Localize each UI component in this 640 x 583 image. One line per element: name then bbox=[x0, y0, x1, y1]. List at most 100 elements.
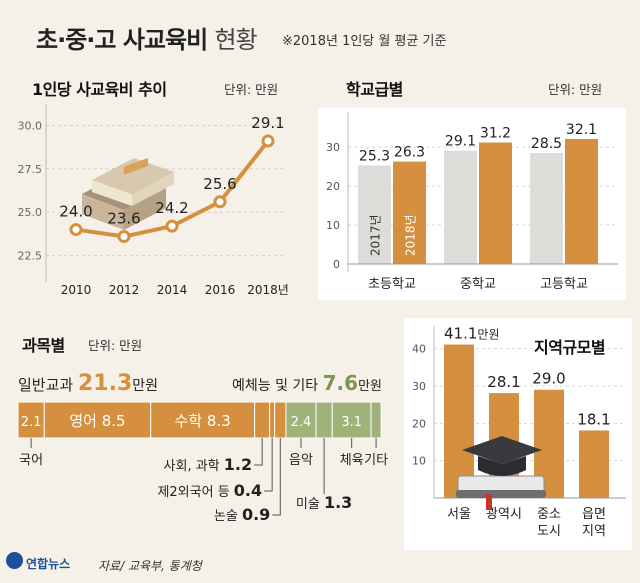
region-category-label: 지역 bbox=[582, 524, 606, 539]
subject-chart: 일반교과 21.3만원 예체능 및 기타 7.6만원 2.1 국어 영어 8.5 수학 8… bbox=[17, 371, 388, 524]
subject-callout-label: 국어 bbox=[19, 453, 43, 468]
region-category-label: 서울 bbox=[447, 507, 471, 522]
school-bar bbox=[444, 150, 477, 264]
subject-segment bbox=[150, 401, 256, 439]
school-panel: 학교급별 단위: 만원 30 20 10 0 25.3 2017년 26.3 2018년 초등학… bbox=[318, 68, 626, 308]
school-value-label: 25.3 bbox=[359, 148, 390, 164]
subject-callout-line bbox=[254, 438, 263, 466]
school-bar bbox=[565, 138, 598, 264]
title-note: ※2018년 1인당 월 평균 기준 bbox=[282, 34, 447, 49]
subject-panel: 과목별 단위: 만원 일반교과 21.3만원 예체능 및 기타 7.6만원 2.1 국… bbox=[0, 326, 400, 546]
trend-xtick-label: 2018년 bbox=[247, 283, 289, 297]
trend-value-label: 29.1 bbox=[251, 114, 284, 132]
region-category-label: 도시 bbox=[537, 524, 561, 539]
trend-title: 1인당 사교육비 추이 bbox=[32, 80, 167, 99]
cap-board-shape bbox=[462, 436, 542, 464]
subject-segment bbox=[269, 401, 276, 439]
graduation-cap-icon bbox=[456, 436, 546, 510]
school-series-label: 2017년 bbox=[369, 214, 383, 256]
trend-ytick-label: 25.0 bbox=[18, 206, 43, 219]
school-value-label: 26.3 bbox=[394, 145, 425, 161]
school-unit: 단위: 만원 bbox=[548, 82, 603, 97]
subject-group2-label: 예체능 및 기타 7.6만원 bbox=[232, 371, 382, 395]
school-title: 학교급별 bbox=[346, 80, 403, 99]
subject-callout-label: 미술 1.3 bbox=[296, 493, 352, 512]
subject-callout-label: 음악 bbox=[289, 453, 313, 468]
region-category-label: 읍면 bbox=[582, 507, 606, 522]
subject-segment bbox=[315, 401, 333, 439]
title-main: 초·중·고 사교육비 bbox=[36, 26, 208, 54]
trend-value-label: 24.2 bbox=[155, 199, 188, 217]
subject-segment bbox=[17, 401, 45, 439]
subject-segment-label: 3.1 bbox=[341, 415, 362, 430]
trend-value-label: 23.6 bbox=[107, 210, 140, 228]
subject-callout-label: 제2외국어 등 0.4 bbox=[157, 481, 262, 500]
cap-crown-shape bbox=[478, 456, 526, 476]
subject-segment bbox=[274, 401, 287, 439]
subject-callout-label: 기타 bbox=[364, 453, 388, 468]
school-ytick-label: 30 bbox=[326, 141, 340, 154]
region-value-label: 29.0 bbox=[532, 370, 565, 388]
region-category-label: 광역시 bbox=[486, 507, 522, 522]
subject-segment-label: 영어 8.5 bbox=[69, 412, 125, 430]
subject-callout-label: 체육 bbox=[340, 453, 364, 468]
subject-unit: 단위: 만원 bbox=[88, 338, 143, 353]
trend-xtick-label: 2010 bbox=[61, 283, 92, 297]
region-value-label: 28.1 bbox=[487, 373, 520, 391]
subject-title: 과목별 bbox=[22, 336, 65, 355]
logo-text: 연합뉴스 bbox=[26, 557, 71, 571]
school-category-label: 초등학교 bbox=[368, 277, 416, 292]
trend-ytick-label: 27.5 bbox=[18, 163, 43, 176]
subject-callout-line bbox=[272, 438, 281, 516]
trend-xtick-label: 2016 bbox=[205, 283, 236, 297]
subject-segment bbox=[254, 401, 271, 439]
school-ytick-label: 20 bbox=[326, 180, 340, 193]
school-value-label: 32.1 bbox=[566, 122, 597, 138]
trend-chart: 30.0 27.5 25.0 22.5 24.0 2010 23.6 2012 24.2 2014… bbox=[18, 104, 289, 297]
school-category-label: 중학교 bbox=[460, 277, 496, 292]
region-ytick-label: 40 bbox=[412, 343, 426, 356]
trend-unit: 단위: 만원 bbox=[224, 82, 279, 97]
trend-xtick-label: 2012 bbox=[109, 283, 140, 297]
region-category-label: 중소 bbox=[537, 507, 561, 522]
region-panel: 40 30 20 10 41.1만원 서울 28.1 광역시 29.0 중소 도시 18.1 읍면 지역 … bbox=[404, 318, 640, 554]
school-value-label: 29.1 bbox=[445, 134, 476, 150]
trend-point bbox=[117, 230, 131, 244]
money-stack-icon bbox=[82, 157, 174, 230]
book-cover-shape bbox=[456, 490, 546, 498]
trend-value-label: 25.6 bbox=[203, 175, 236, 193]
subject-segment-label: 2.4 bbox=[291, 415, 312, 430]
school-bar bbox=[358, 165, 391, 264]
school-series-label: 2018년 bbox=[404, 214, 418, 256]
page-title: 초·중·고 사교육비 현황 bbox=[36, 20, 258, 55]
school-bar bbox=[479, 142, 512, 264]
region-ytick-label: 20 bbox=[412, 417, 426, 430]
subject-segment-label: 수학 8.3 bbox=[175, 412, 231, 430]
region-value-label: 41.1만원 bbox=[444, 325, 500, 343]
region-title: 지역규모별 bbox=[534, 338, 606, 357]
school-bar bbox=[530, 153, 563, 264]
region-bar bbox=[444, 344, 474, 498]
region-ytick-label: 10 bbox=[412, 455, 426, 468]
subject-callout-line bbox=[264, 438, 273, 492]
trend-point bbox=[213, 195, 227, 209]
school-ytick-label: 10 bbox=[326, 219, 340, 232]
subject-callout-label: 사회, 과학 1.2 bbox=[164, 455, 253, 474]
school-value-label: 31.2 bbox=[480, 125, 511, 141]
subject-segment bbox=[370, 401, 382, 439]
region-bar bbox=[579, 430, 609, 498]
source-note: 자료/ 교육부, 통계청 bbox=[98, 559, 202, 573]
school-category-label: 고등학교 bbox=[540, 277, 588, 292]
yonhap-logo-icon bbox=[6, 552, 23, 569]
trend-xtick-label: 2014 bbox=[157, 283, 188, 297]
bookmark-shape bbox=[486, 494, 492, 510]
trend-ytick-label: 30.0 bbox=[18, 119, 43, 132]
school-value-label: 28.5 bbox=[531, 136, 562, 152]
trend-value-label: 24.0 bbox=[59, 203, 92, 221]
title-light: 현황 bbox=[214, 26, 258, 54]
region-ytick-label: 30 bbox=[412, 380, 426, 393]
subject-segment bbox=[285, 401, 317, 439]
school-bar bbox=[393, 161, 426, 264]
